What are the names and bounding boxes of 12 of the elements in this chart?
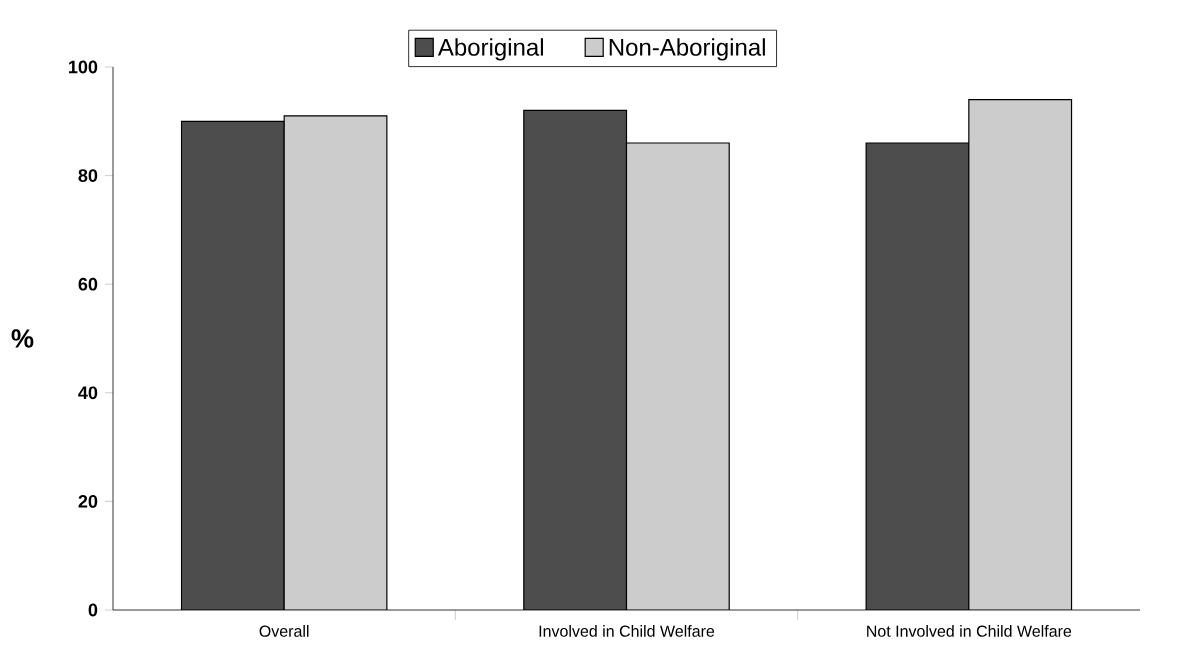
x-tick-label: Not Involved in Child Welfare	[867, 625, 1072, 637]
y-tick-label: 0	[88, 603, 98, 617]
x-tick-label: Involved in Child Welfare	[539, 625, 715, 637]
x-tick-label: Overall	[259, 625, 309, 637]
y-tick-label: 20	[78, 495, 98, 508]
y-tick-label: 40	[78, 386, 98, 400]
y-tick-label: 100	[69, 60, 98, 74]
y-axis-title: %	[11, 329, 34, 348]
y-tick-label: 80	[78, 169, 98, 182]
y-tick-label: 60	[78, 277, 98, 291]
legend-label: Non-Aboriginal	[609, 38, 765, 61]
legend-label: Aboriginal	[437, 38, 543, 61]
